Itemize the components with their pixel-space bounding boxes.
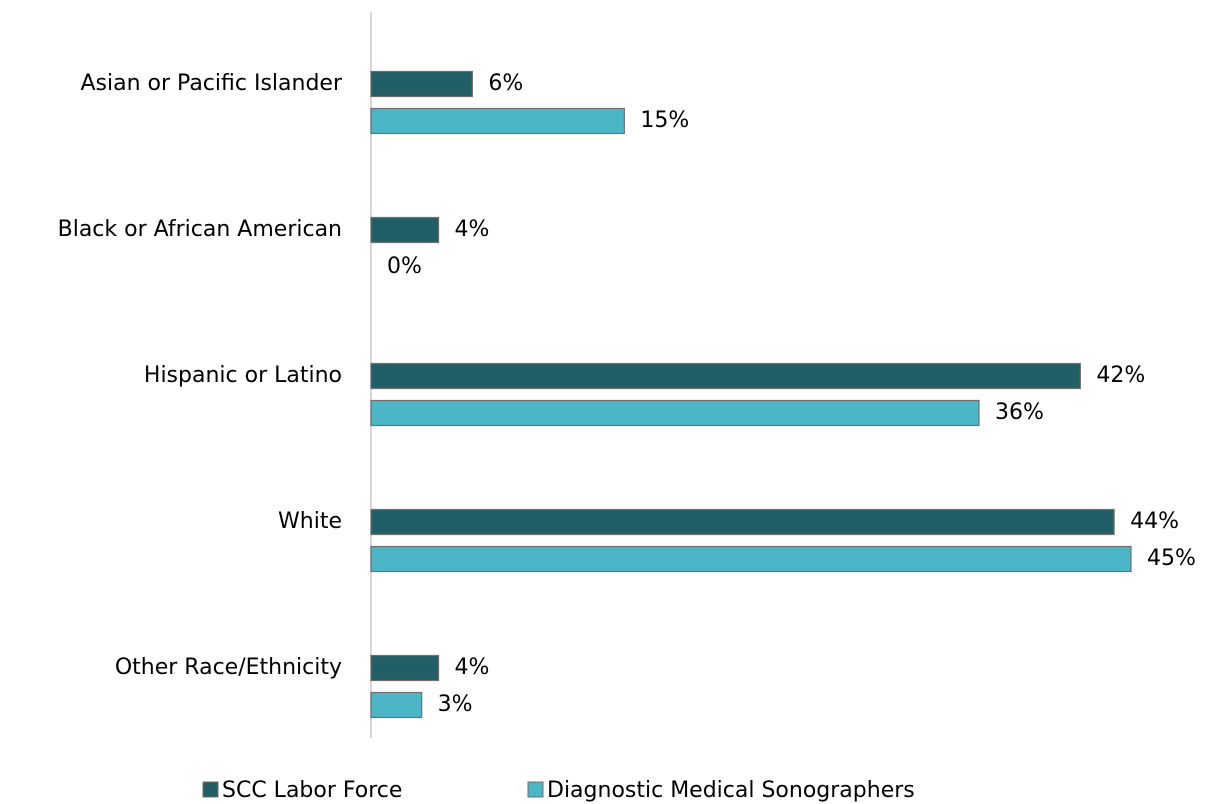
data-label: 42% — [1096, 363, 1145, 388]
y-tick-label: White — [278, 509, 342, 534]
y-tick-label: Asian or Pacific Islander — [81, 71, 343, 96]
legend-label: Diagnostic Medical Sonographers — [547, 778, 915, 803]
data-label: 15% — [640, 108, 689, 133]
data-label: 44% — [1130, 509, 1179, 534]
bar — [370, 654, 440, 682]
bar — [370, 545, 1132, 573]
data-label: 45% — [1147, 546, 1196, 571]
data-label: 0% — [387, 254, 422, 279]
legend-swatch — [527, 781, 544, 798]
data-label: 4% — [455, 217, 490, 242]
legend-label: SCC Labor Force — [222, 778, 402, 803]
bar — [370, 216, 440, 244]
y-tick-label: Black or African American — [58, 217, 342, 242]
data-label: 3% — [438, 692, 473, 717]
data-label: 36% — [995, 400, 1044, 425]
bar — [370, 399, 980, 427]
data-label: 4% — [455, 655, 490, 680]
bar — [370, 691, 423, 719]
bar — [370, 362, 1081, 390]
legend-swatch — [202, 781, 219, 798]
y-tick-label: Other Race/Ethnicity — [115, 655, 342, 680]
bar — [370, 508, 1115, 536]
y-tick-label: Hispanic or Latino — [144, 363, 342, 388]
bar — [370, 107, 625, 135]
data-label: 6% — [488, 71, 523, 96]
bar — [370, 70, 473, 98]
